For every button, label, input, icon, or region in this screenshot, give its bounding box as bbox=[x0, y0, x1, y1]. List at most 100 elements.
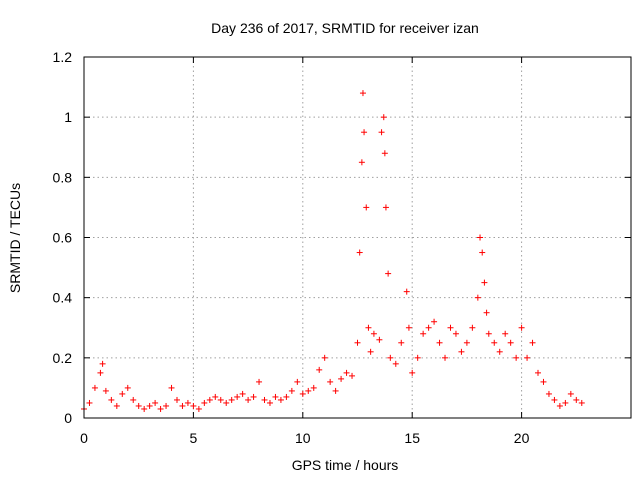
data-point bbox=[168, 384, 175, 391]
data-point bbox=[206, 396, 213, 403]
plot-frame bbox=[83, 56, 632, 419]
data-point bbox=[102, 387, 109, 394]
data-point bbox=[354, 339, 361, 346]
data-point bbox=[299, 390, 306, 397]
data-point bbox=[261, 396, 268, 403]
data-point bbox=[469, 324, 476, 331]
data-point bbox=[507, 339, 514, 346]
data-point bbox=[358, 159, 365, 166]
data-point bbox=[376, 336, 383, 343]
data-point bbox=[359, 90, 366, 97]
data-point bbox=[152, 399, 159, 406]
data-point bbox=[387, 354, 394, 361]
data-point bbox=[91, 384, 98, 391]
data-point bbox=[474, 294, 481, 301]
data-point bbox=[551, 396, 558, 403]
data-point bbox=[496, 348, 503, 355]
data-point bbox=[228, 396, 235, 403]
data-point bbox=[310, 384, 317, 391]
data-point bbox=[223, 399, 230, 406]
data-point bbox=[545, 390, 552, 397]
data-point bbox=[442, 354, 449, 361]
data-point bbox=[540, 378, 547, 385]
grid-lines bbox=[84, 57, 631, 418]
data-point bbox=[349, 372, 356, 379]
data-point bbox=[502, 330, 509, 337]
y-tick-label: 0.2 bbox=[53, 350, 73, 366]
y-axis-label: SRMTID / TECUs bbox=[7, 183, 23, 293]
y-tick-label: 0.6 bbox=[53, 230, 73, 246]
data-point bbox=[108, 396, 115, 403]
data-point bbox=[288, 387, 295, 394]
data-point bbox=[524, 354, 531, 361]
data-point bbox=[212, 393, 219, 400]
data-point bbox=[130, 396, 137, 403]
x-tick-label: 0 bbox=[80, 430, 88, 446]
data-point bbox=[513, 354, 520, 361]
data-point bbox=[398, 339, 405, 346]
x-tick-labels: 0 5 10 15 20 bbox=[80, 430, 529, 446]
data-point bbox=[556, 402, 563, 409]
data-point bbox=[485, 330, 492, 337]
data-point bbox=[380, 114, 387, 121]
data-point bbox=[277, 396, 284, 403]
data-point bbox=[283, 393, 290, 400]
data-point bbox=[201, 399, 208, 406]
data-point bbox=[367, 348, 374, 355]
data-point bbox=[173, 396, 180, 403]
data-point bbox=[382, 204, 389, 211]
data-point bbox=[370, 330, 377, 337]
x-tick-label: 15 bbox=[404, 430, 420, 446]
data-point bbox=[266, 399, 273, 406]
y-tick-label: 1.2 bbox=[53, 49, 73, 65]
data-point bbox=[491, 339, 498, 346]
data-point bbox=[529, 339, 536, 346]
data-point bbox=[365, 324, 372, 331]
data-point bbox=[405, 324, 412, 331]
data-point bbox=[141, 405, 148, 412]
data-point bbox=[392, 360, 399, 367]
data-point bbox=[124, 384, 131, 391]
data-point bbox=[436, 339, 443, 346]
data-point bbox=[119, 390, 126, 397]
data-point bbox=[305, 387, 312, 394]
y-tick-label: 0 bbox=[64, 410, 72, 426]
data-point bbox=[321, 354, 328, 361]
data-point bbox=[381, 150, 388, 157]
data-point bbox=[481, 279, 488, 286]
x-axis-label: GPS time / hours bbox=[292, 457, 399, 473]
data-point bbox=[361, 129, 368, 136]
y-tick-labels: 0 0.2 0.4 0.6 0.8 1 1.2 bbox=[53, 49, 73, 426]
y-tick-label: 0.4 bbox=[53, 290, 73, 306]
data-point bbox=[573, 396, 580, 403]
data-point bbox=[518, 324, 525, 331]
data-point bbox=[463, 339, 470, 346]
data-point bbox=[479, 249, 486, 256]
y-tick-label: 1 bbox=[64, 109, 72, 125]
data-point bbox=[567, 390, 574, 397]
data-point bbox=[146, 402, 153, 409]
data-point bbox=[113, 402, 120, 409]
data-point bbox=[535, 369, 542, 376]
data-point bbox=[184, 399, 191, 406]
data-point bbox=[425, 324, 432, 331]
data-points bbox=[81, 90, 585, 412]
data-point bbox=[447, 324, 454, 331]
data-point bbox=[316, 366, 323, 373]
data-point bbox=[179, 402, 186, 409]
data-point bbox=[195, 405, 202, 412]
x-tick-label: 20 bbox=[514, 430, 530, 446]
data-point bbox=[356, 249, 363, 256]
data-point bbox=[458, 348, 465, 355]
data-point bbox=[256, 378, 263, 385]
data-point bbox=[163, 402, 170, 409]
data-point bbox=[245, 396, 252, 403]
data-point bbox=[338, 375, 345, 382]
data-point bbox=[414, 354, 421, 361]
x-tick-label: 5 bbox=[190, 430, 198, 446]
data-point bbox=[420, 330, 427, 337]
data-point bbox=[332, 387, 339, 394]
chart-title: Day 236 of 2017, SRMTID for receiver iza… bbox=[211, 20, 479, 36]
y-tick-label: 0.8 bbox=[53, 169, 73, 185]
